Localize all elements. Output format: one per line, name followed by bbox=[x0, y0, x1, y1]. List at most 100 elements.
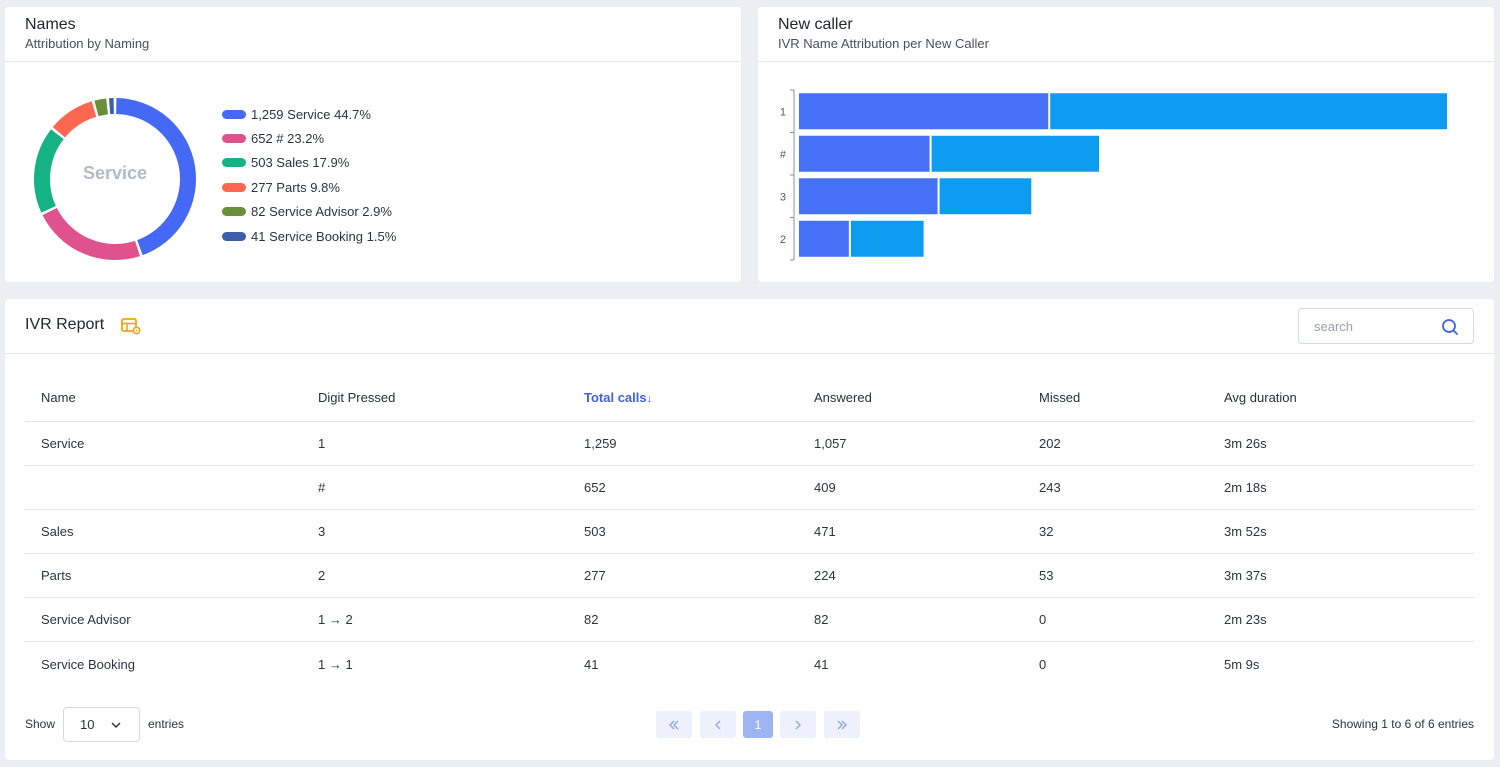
column-header-avg-duration[interactable]: Avg duration bbox=[1208, 375, 1474, 422]
legend-item[interactable]: 277 Parts 9.8% bbox=[222, 175, 396, 199]
ivr-report-table-body: Service 1 1,259 1,057 202 3m 26s #652 409 243 2m … bbox=[25, 421, 1474, 686]
donut-slice-service-advisor[interactable] bbox=[94, 98, 109, 117]
cell-name: Service Booking bbox=[41, 656, 135, 672]
bar-2-2[interactable] bbox=[850, 220, 924, 257]
bar-1-2[interactable] bbox=[799, 220, 849, 257]
legend-item[interactable]: 652 # 23.2% bbox=[222, 126, 396, 150]
previous-page-button[interactable] bbox=[700, 711, 736, 738]
cell-answered: 224 bbox=[798, 553, 1023, 599]
cell-total-calls: 652 bbox=[568, 465, 798, 510]
legend-swatch bbox=[222, 231, 246, 241]
table-row[interactable]: Parts 2 277 224 53 3m 37s bbox=[25, 553, 1474, 599]
chevron-left-icon bbox=[715, 720, 721, 729]
new-caller-card: New caller IVR Name Attribution per New … bbox=[758, 7, 1494, 282]
legend-swatch bbox=[222, 182, 246, 192]
cell-name: Sales bbox=[25, 509, 302, 555]
cell-answered: 1,057 bbox=[798, 421, 1023, 466]
column-header-answered[interactable]: Answered bbox=[798, 375, 1023, 422]
legend-swatch bbox=[222, 158, 246, 168]
next-page-button[interactable] bbox=[780, 711, 816, 738]
cell-avg-duration: 3m 37s bbox=[1208, 553, 1474, 599]
legend-item[interactable]: 503 Sales 17.9% bbox=[222, 151, 396, 175]
y-tick-label: 1 bbox=[780, 106, 786, 118]
cell-answered: 471 bbox=[798, 509, 1023, 555]
table-row[interactable]: #652 409 243 2m 18s bbox=[25, 465, 1474, 510]
ivr-report-header: IVR Report bbox=[5, 299, 1494, 354]
chevron-down-icon bbox=[111, 722, 121, 729]
donut-slice-parts[interactable] bbox=[52, 101, 97, 138]
legend-label: 277 Parts 9.8% bbox=[251, 179, 340, 195]
cell-missed: 32 bbox=[1023, 509, 1208, 555]
search-box bbox=[1298, 308, 1474, 344]
cell-digit-pressed: 1 → 2 bbox=[302, 597, 568, 643]
names-card-subtitle: Attribution by Naming bbox=[25, 36, 150, 51]
last-page-button[interactable] bbox=[824, 711, 860, 738]
new-caller-card-header: New caller IVR Name Attribution per New … bbox=[758, 7, 1494, 62]
ivr-report-title: IVR Report bbox=[25, 316, 105, 333]
cell-total-calls: 503 bbox=[568, 509, 798, 555]
legend-item[interactable]: 82 Service Advisor 2.9% bbox=[222, 200, 396, 224]
double-chevron-right-icon bbox=[837, 720, 847, 729]
legend-label: 82 Service Advisor 2.9% bbox=[251, 204, 392, 220]
bar-2-3[interactable] bbox=[939, 178, 1032, 215]
cell-avg-duration: 2m 18s bbox=[1208, 465, 1474, 510]
search-icon[interactable] bbox=[1441, 318, 1459, 336]
column-header-name[interactable]: Name bbox=[25, 375, 302, 422]
donut-slice-service[interactable] bbox=[115, 98, 196, 256]
ivr-report-card: IVR Report Name Digit Pressed Total call… bbox=[5, 299, 1494, 760]
table-header-row: Name Digit Pressed Total calls↓ Answered… bbox=[25, 375, 1474, 422]
names-card-header: Names Attribution by Naming bbox=[5, 7, 741, 62]
legend-item[interactable]: 41 Service Booking 1.5% bbox=[222, 224, 396, 248]
legend-label: 41 Service Booking 1.5% bbox=[251, 228, 397, 244]
table-row[interactable]: Service 1 1,259 1,057 202 3m 26s bbox=[25, 421, 1474, 466]
cell-digit-pressed: 1 bbox=[302, 421, 568, 466]
cell-answered: 409 bbox=[798, 465, 1023, 510]
cell-missed: 243 bbox=[1023, 465, 1208, 510]
names-card-title: Names bbox=[25, 16, 76, 33]
cell-avg-duration: 5m 9s bbox=[1224, 656, 1260, 672]
table-row[interactable]: Service Advisor 1 → 2 82 82 0 2m 23s bbox=[25, 597, 1474, 643]
donut-slice-[interactable] bbox=[42, 207, 140, 260]
donut-slice-sales[interactable] bbox=[34, 129, 64, 213]
entries-label: entries bbox=[148, 717, 185, 731]
search-input[interactable] bbox=[1300, 310, 1430, 342]
legend-item[interactable]: 1,259 Service 44.7% bbox=[222, 102, 396, 126]
legend-label: 503 Sales 17.9% bbox=[251, 155, 350, 171]
cell-digit-pressed: 1 → 1 bbox=[318, 656, 353, 672]
column-header-missed[interactable]: Missed bbox=[1023, 375, 1208, 422]
page-size-select[interactable]: 10 bbox=[63, 707, 140, 742]
table-row[interactable]: Sales 3 503 471 32 3m 52s bbox=[25, 509, 1474, 555]
y-tick-label: 2 bbox=[780, 234, 786, 246]
bar-1-3[interactable] bbox=[799, 178, 938, 215]
show-label: Show bbox=[25, 717, 56, 731]
legend-swatch bbox=[222, 109, 246, 119]
double-chevron-left-icon bbox=[669, 720, 679, 729]
bar-2-hash[interactable] bbox=[931, 135, 1100, 172]
cell-name bbox=[25, 465, 302, 510]
cell-missed: 0 bbox=[1023, 597, 1208, 643]
cell-avg-duration: 3m 26s bbox=[1208, 421, 1474, 466]
cell-total-calls: 277 bbox=[568, 553, 798, 599]
legend-swatch bbox=[222, 207, 246, 217]
table-row[interactable]: Service Booking 1 → 1 41 41 0 5m 9s bbox=[25, 642, 1474, 686]
table-settings-icon[interactable] bbox=[121, 317, 141, 335]
ivr-report-table: Name Digit Pressed Total calls↓ Answered… bbox=[25, 375, 1474, 686]
column-header-digit-pressed[interactable]: Digit Pressed bbox=[302, 375, 568, 422]
cell-avg-duration: 2m 23s bbox=[1208, 597, 1474, 643]
bar-1-1[interactable] bbox=[799, 93, 1049, 130]
legend-label: 652 # 23.2% bbox=[251, 131, 325, 147]
cell-missed: 0 bbox=[1039, 656, 1047, 672]
cell-avg-duration: 3m 52s bbox=[1208, 509, 1474, 555]
cell-name: Service Advisor bbox=[25, 597, 302, 643]
new-caller-bar-chart: 1 #3 2 bbox=[780, 89, 1447, 261]
legend-swatch bbox=[222, 134, 246, 144]
first-page-button[interactable] bbox=[656, 711, 692, 738]
donut-center-label: Service bbox=[83, 163, 147, 183]
bar-2-1[interactable] bbox=[1050, 93, 1447, 130]
page-1-button[interactable]: 1 bbox=[743, 711, 773, 738]
cell-total-calls: 1,259 bbox=[568, 421, 798, 466]
cell-answered: 41 bbox=[814, 656, 829, 672]
bar-1-hash[interactable] bbox=[799, 135, 930, 172]
names-card: Names Attribution by Naming Service 1,25… bbox=[5, 7, 741, 282]
column-header-total-calls[interactable]: Total calls↓ bbox=[568, 375, 798, 422]
